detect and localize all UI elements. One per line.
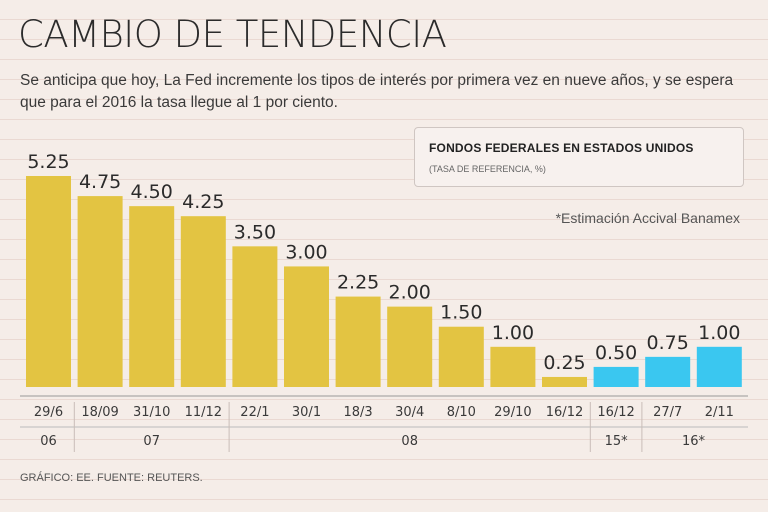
- bar: [542, 376, 587, 387]
- bar: [26, 176, 71, 387]
- page-title: CAMBIO DE TENDENCIA: [18, 13, 447, 56]
- legend-subtitle: (TASA DE REFERENCIA, %): [429, 164, 546, 174]
- source-credit: GRÁFICO: EE. FUENTE: REUTERS.: [20, 472, 203, 484]
- x-tick-label: 16/12: [597, 405, 634, 420]
- bar: [335, 296, 381, 387]
- bar: [180, 216, 226, 387]
- x-tick-label: 27/7: [653, 405, 682, 420]
- bar-estimate: [593, 366, 639, 387]
- x-tick-label: 18/3: [343, 405, 372, 420]
- x-tick-label: 18/09: [81, 405, 118, 420]
- bar-value-label: 2.00: [389, 282, 431, 304]
- bar-estimate: [645, 356, 691, 387]
- bar-value-label: 5.25: [27, 151, 69, 173]
- bar-value-label: 4.50: [131, 181, 173, 203]
- bar-value-label: 1.50: [440, 302, 482, 324]
- bar-value-label: 3.00: [285, 241, 327, 263]
- year-group-label: 15*: [605, 434, 629, 449]
- subtitle: Se anticipa que hoy, La Fed incremente l…: [20, 72, 734, 111]
- bar-value-label: 3.50: [234, 221, 276, 243]
- x-tick-label: 22/1: [240, 405, 269, 420]
- bar-value-label: 4.75: [79, 171, 121, 193]
- legend-title: FONDOS FEDERALES EN ESTADOS UNIDOS: [429, 141, 694, 155]
- bar: [232, 246, 278, 387]
- x-tick-label: 31/10: [133, 405, 170, 420]
- bar-value-label: 4.25: [182, 191, 224, 213]
- bar: [490, 346, 536, 387]
- x-tick-label: 30/1: [292, 405, 321, 420]
- year-group-label: 07: [143, 434, 160, 449]
- legend-box: FONDOS FEDERALES EN ESTADOS UNIDOS (TASA…: [414, 127, 744, 187]
- x-tick-label: 29/6: [34, 405, 63, 420]
- bar-value-label: 2.25: [337, 272, 379, 294]
- bar-value-label: 1.00: [492, 322, 534, 344]
- year-group-label: 16*: [682, 434, 706, 449]
- bar: [438, 326, 484, 387]
- bar-value-label: 0.75: [647, 332, 689, 354]
- x-tick-label: 8/10: [447, 405, 476, 420]
- estimate-note: *Estimación Accival Banamex: [555, 210, 740, 226]
- bar-estimate: [696, 346, 742, 387]
- x-tick-label: 29/10: [494, 405, 531, 420]
- bar: [77, 196, 123, 387]
- x-tick-label: 2/11: [705, 405, 734, 420]
- bar: [284, 266, 329, 387]
- x-tick-label: 16/12: [546, 405, 583, 420]
- bar-value-label: 0.25: [543, 352, 585, 374]
- year-group-label: 08: [401, 434, 418, 449]
- bar-value-label: 1.00: [698, 322, 740, 344]
- bar: [129, 206, 175, 387]
- bar: [387, 306, 433, 387]
- x-tick-label: 11/12: [185, 405, 222, 420]
- x-tick-label: 30/4: [395, 405, 424, 420]
- year-group-label: 06: [40, 434, 57, 449]
- bar-value-label: 0.50: [595, 342, 637, 364]
